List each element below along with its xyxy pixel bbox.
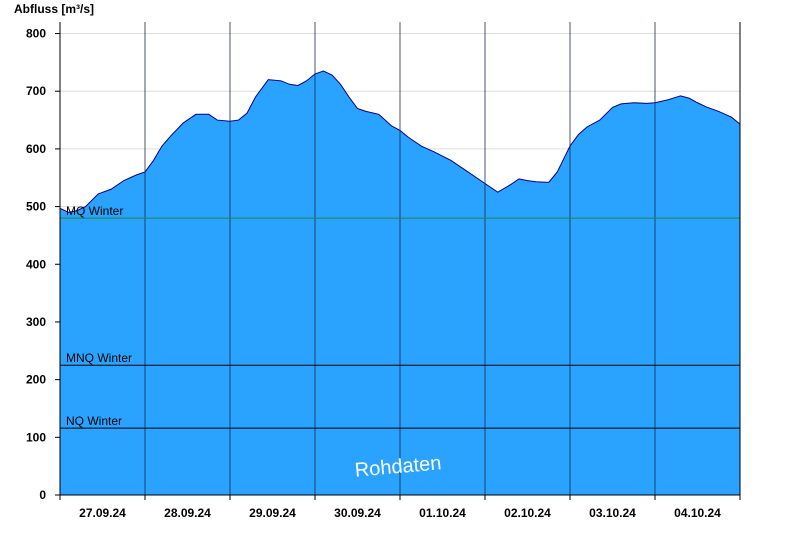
x-tick-label-7: 04.10.24: [674, 506, 721, 520]
y-tick-label-600: 600: [26, 142, 46, 156]
y-tick-label-300: 300: [26, 315, 46, 329]
reference-label-2: NQ Winter: [66, 414, 122, 428]
reference-lines: MQ Winter MNQ Winter NQ Winter: [60, 204, 740, 429]
reference-label-0: MQ Winter: [66, 204, 123, 218]
discharge-line: [59, 70, 741, 213]
x-tick-label-6: 03.10.24: [589, 506, 636, 520]
y-tick-label-700: 700: [26, 84, 46, 98]
y-axis-title: Abfluss [m³/s]: [14, 2, 94, 16]
x-ticks: 27.09.24 28.09.24 29.09.24 30.09.24 01.10.24…: [59, 495, 741, 520]
x-tick-label-2: 29.09.24: [249, 506, 296, 520]
y-tick-label-500: 500: [26, 200, 46, 214]
y-tick-label-0: 0: [39, 488, 46, 502]
reference-label-1: MNQ Winter: [66, 351, 132, 365]
day-divider-lines: [144, 22, 656, 495]
x-tick-label-5: 02.10.24: [504, 506, 551, 520]
y-tick-label-800: 800: [26, 27, 46, 41]
y-tick-label-200: 200: [26, 373, 46, 387]
x-tick-label-3: 30.09.24: [334, 506, 381, 520]
y-tick-label-100: 100: [26, 430, 46, 444]
x-tick-label-1: 28.09.24: [164, 506, 211, 520]
y-ticks: 0 100 200 300 400 500 600 700 800: [26, 27, 60, 502]
y-tick-label-400: 400: [26, 257, 46, 271]
x-tick-label-4: 01.10.24: [419, 506, 466, 520]
x-tick-label-0: 27.09.24: [79, 506, 126, 520]
